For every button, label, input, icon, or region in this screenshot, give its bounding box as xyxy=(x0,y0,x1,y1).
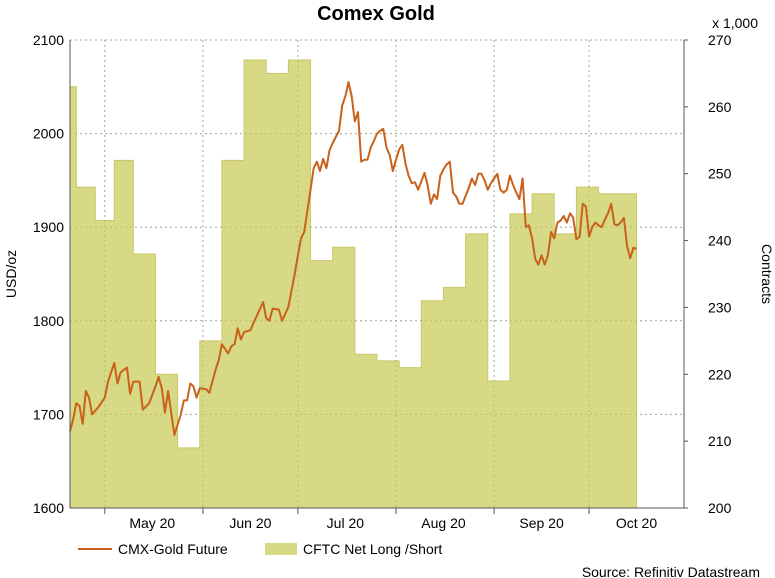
right-tick-label: 240 xyxy=(708,233,732,249)
gold-line xyxy=(69,81,637,436)
legend-label-cftc: CFTC Net Long /Short xyxy=(303,541,442,557)
right-tick-label: 270 xyxy=(708,32,732,48)
cftc-area-series xyxy=(69,59,638,509)
chart-title: Comex Gold xyxy=(317,3,435,25)
x-tick-label: Jul 20 xyxy=(327,515,365,531)
right-tick-label: 230 xyxy=(708,299,732,315)
x-tick-label: Jun 20 xyxy=(229,515,271,531)
left-tick-label: 2000 xyxy=(33,126,64,142)
x-tick-label: Aug 20 xyxy=(421,515,466,531)
left-tick-label: 1800 xyxy=(33,313,64,329)
x-tick-label: Sep 20 xyxy=(519,515,564,531)
right-axis-multiplier: x 1,000 xyxy=(712,15,758,31)
left-axis-ticks: 1600 1700 1800 1900 2000 2100 xyxy=(33,32,64,516)
right-tick-label: 260 xyxy=(708,99,732,115)
right-tick-label: 220 xyxy=(708,366,732,382)
legend-swatch-cftc xyxy=(265,543,297,555)
x-axis-ticks: May 20 Jun 20 Jul 20 Aug 20 Sep 20 Oct 20 xyxy=(104,508,657,531)
cftc-area xyxy=(69,59,638,509)
right-axis-ticks: 200 210 220 230 240 250 260 270 xyxy=(684,32,732,516)
left-tick-label: 1600 xyxy=(33,500,64,516)
right-axis-label: Contracts xyxy=(759,244,775,304)
x-tick-label: Oct 20 xyxy=(616,515,657,531)
gold-line-series xyxy=(69,81,637,436)
right-tick-label: 200 xyxy=(708,500,732,516)
left-axis-label: USD/oz xyxy=(3,250,19,298)
legend: CMX-Gold Future CFTC Net Long /Short xyxy=(78,541,442,557)
left-tick-label: 1700 xyxy=(33,406,64,422)
left-tick-label: 1900 xyxy=(33,219,64,235)
right-tick-label: 210 xyxy=(708,433,732,449)
right-tick-label: 250 xyxy=(708,166,732,182)
legend-label-gold: CMX-Gold Future xyxy=(118,541,228,557)
left-tick-label: 2100 xyxy=(33,32,64,48)
source-note: Source: Refinitiv Datastream xyxy=(582,564,760,578)
x-tick-label: May 20 xyxy=(129,515,175,531)
